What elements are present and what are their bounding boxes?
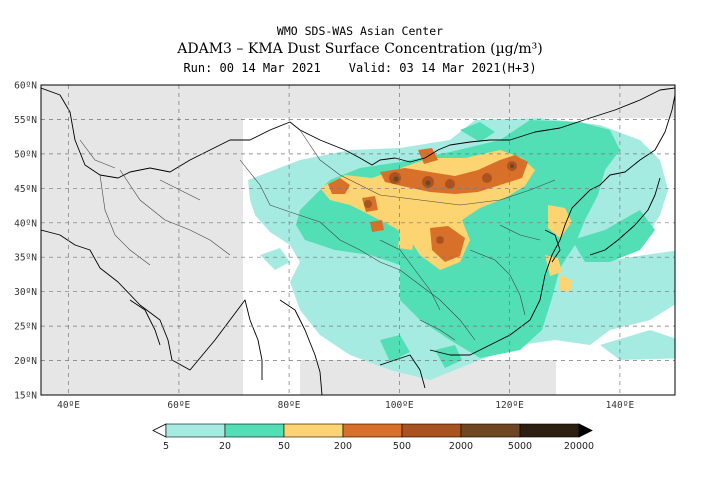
lon-tick-label: 120ºE	[495, 400, 524, 411]
colorbar-min-arrow	[152, 423, 167, 438]
colorbar-level-label: 20	[219, 441, 231, 452]
colorbar-level-label: 200	[334, 441, 352, 452]
lat-tick-label: 40ºN	[14, 218, 37, 229]
run-valid-line: Run: 00 14 Mar 2021 Valid: 03 14 Mar 2021…	[0, 61, 720, 75]
colorbar-segment	[165, 423, 226, 438]
model-title: ADAM3 – KMA Dust Surface Concentration (…	[0, 41, 720, 57]
colorbar-segment	[224, 423, 285, 438]
lon-tick-label: 40ºE	[57, 400, 80, 411]
colorbar-segment	[401, 423, 462, 438]
lat-tick-label: 45ºN	[14, 184, 37, 195]
lat-tick-label: 55ºN	[14, 115, 37, 126]
dust-level-2000-5000	[393, 164, 514, 186]
lat-tick-label: 15ºN	[14, 391, 37, 402]
lat-tick-label: 20ºN	[14, 356, 37, 367]
dust-level-500-2000	[364, 161, 517, 244]
colorbar: 5 20 50 200 500 2000 5000 20000	[152, 423, 594, 452]
colorbar-segment	[283, 423, 344, 438]
run-label: Run: 00 14 Mar 2021	[183, 61, 321, 75]
valid-label: Valid: 03 14 Mar 2021(H+3)	[348, 61, 537, 75]
colorbar-level-label: 2000	[449, 441, 473, 452]
map-frame	[40, 84, 676, 396]
lat-tick-label: 35ºN	[14, 253, 37, 264]
colorbar-level-label: 5	[163, 441, 169, 452]
unit-label: (µg/m³)	[490, 41, 543, 57]
coastlines	[41, 87, 675, 395]
lat-tick-label: 25ºN	[14, 322, 37, 333]
lon-tick-label: 140ºE	[606, 400, 635, 411]
lat-tick-label: 50ºN	[14, 149, 37, 160]
longitude-labels: 40ºE 60ºE 80ºE 100ºE 120ºE 140ºE	[57, 400, 634, 411]
colorbar-segment	[519, 423, 580, 438]
colorbar-segment	[460, 423, 521, 438]
graticule	[41, 85, 675, 395]
colorbar-level-label: 500	[393, 441, 411, 452]
lat-tick-label: 60ºN	[14, 81, 37, 92]
latitude-labels: 60ºN 55ºN 50ºN 45ºN 40ºN 35ºN 30ºN 25ºN 20ºN 15ºN	[14, 81, 37, 402]
lon-tick-label: 80ºE	[278, 400, 301, 411]
colorbar-level-label: 20000	[564, 441, 594, 452]
colorbar-segment	[342, 423, 403, 438]
country-borders	[79, 129, 556, 341]
lon-tick-label: 60ºE	[167, 400, 190, 411]
colorbar-level-label: 50	[278, 441, 290, 452]
colorbar-level-label: 5000	[508, 441, 532, 452]
center-title: WMO SDS-WAS Asian Center	[276, 24, 444, 38]
map-plot-area	[41, 85, 675, 395]
lon-tick-label: 100ºE	[385, 400, 414, 411]
lat-tick-label: 30ºN	[14, 287, 37, 298]
model-title-text: ADAM3 – KMA Dust Surface Concentration	[177, 41, 486, 57]
colorbar-max-arrow	[578, 423, 593, 438]
